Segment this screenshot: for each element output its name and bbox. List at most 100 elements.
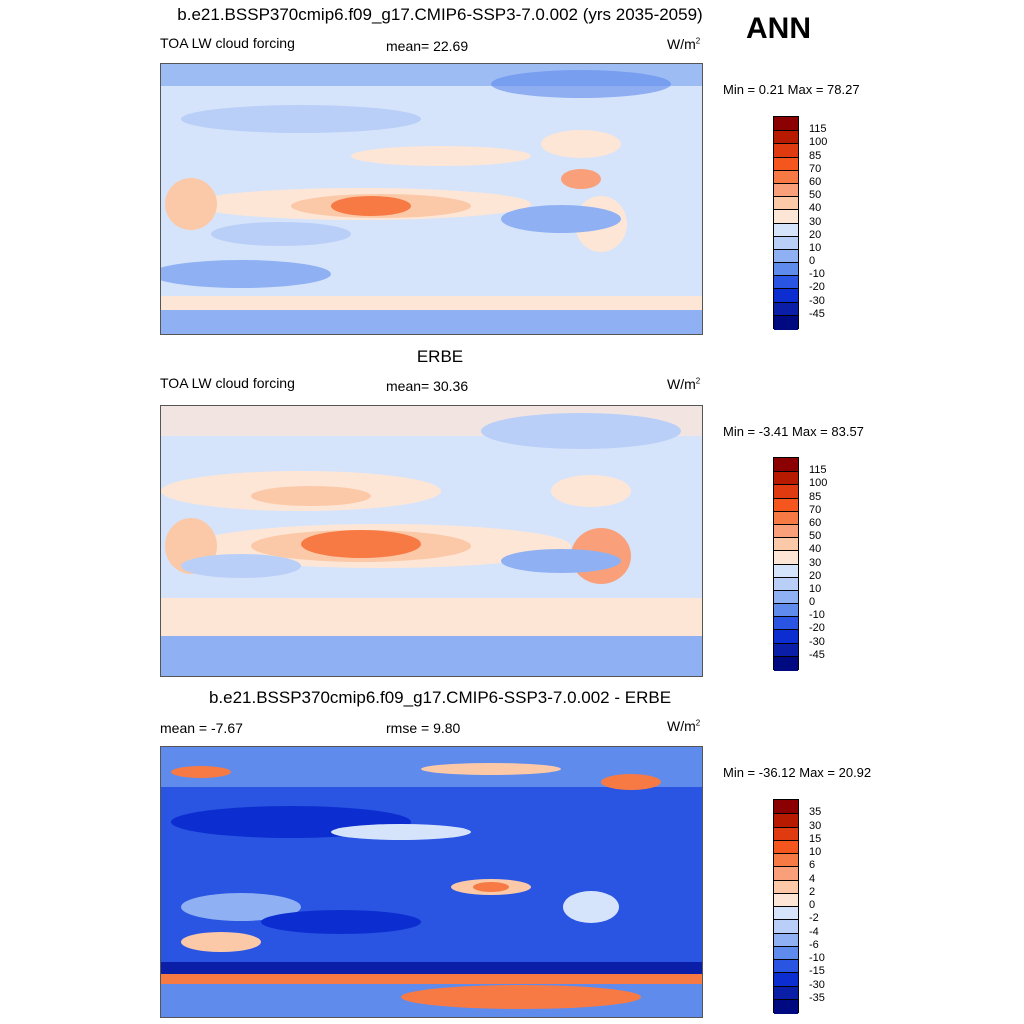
colorbar-model-tick-label: 20 (809, 228, 822, 241)
colorbar-diff-tick-label: -15 (809, 965, 825, 978)
colorbar-obs-swatch (774, 471, 798, 486)
colorbar-diff-swatch (774, 879, 798, 895)
panel-model-units: W/m2 (667, 36, 701, 52)
colorbar-model-swatch (774, 235, 798, 251)
colorbar-diff: 35 30 15 10 6 4 2 0 -2 -4 -6 -10 -15 -30 -35 (773, 799, 825, 1014)
colorbar-diff-swatch (774, 906, 798, 921)
colorbar-model-tick-label: -10 (809, 268, 825, 281)
colorbar-obs-tick-label: 10 (809, 582, 822, 595)
colorbar-obs-swatch (774, 642, 798, 658)
colorbar-diff-tick-label: 30 (809, 819, 822, 832)
colorbar-diff-tick-label: -4 (809, 925, 819, 938)
colorbar-obs-tick-label: 20 (809, 569, 822, 582)
panel-model-minmax: Min = 0.21 Max = 78.27 (723, 82, 860, 97)
colorbar-obs-swatch (774, 616, 798, 631)
colorbar-model-swatch (774, 182, 798, 198)
panel-model-map (160, 63, 703, 335)
colorbar-obs-tick-label: -30 (809, 635, 825, 648)
panel-obs-map (160, 405, 703, 677)
colorbar-model-tick-label: 115 (809, 123, 827, 136)
panel-model-variable-label: TOA LW cloud forcing (160, 35, 295, 51)
colorbar-diff-swatch (774, 998, 798, 1014)
colorbar-obs-tick-label: 60 (809, 516, 822, 529)
colorbar-obs-tick-label: 70 (809, 503, 822, 516)
colorbar-diff-swatch (774, 945, 798, 961)
colorbar-diff-tick-label: 6 (809, 859, 816, 872)
colorbar-diff-tick-label: 15 (809, 832, 822, 845)
colorbar-diff-swatch (774, 892, 798, 908)
colorbar-diff-swatch (774, 972, 798, 987)
colorbar-obs-swatch (774, 550, 798, 565)
colorbar-model-swatch (774, 130, 798, 145)
colorbar-diff-swatch (774, 839, 798, 855)
colorbar-obs-tick-label: 50 (809, 530, 822, 543)
colorbar-diff-swatch (774, 826, 798, 842)
season-label: ANN (746, 12, 811, 45)
panel-model-mean-label: mean= 22.69 (386, 38, 469, 54)
colorbar-model-swatch (774, 262, 798, 277)
panel-diff-map (160, 746, 703, 1018)
colorbar-model-swatch (774, 275, 798, 290)
colorbar-obs-swatch (774, 576, 798, 592)
colorbar-diff-swatch (774, 853, 798, 868)
colorbar-obs-tick-label: -45 (809, 648, 825, 661)
colorbar-model: 115 100 85 70 60 50 40 30 20 10 0 -10 -20 -30 -45 (773, 116, 827, 330)
colorbar-diff-tick-label: -35 (809, 991, 825, 1004)
colorbar-model-swatch (774, 143, 798, 159)
colorbar-obs-swatch (774, 563, 798, 579)
panel-diff-rmse-label: rmse = 9.80 (386, 720, 461, 736)
colorbar-diff-tick-label: 0 (809, 899, 816, 911)
colorbar-model-swatch (774, 288, 798, 304)
colorbar-model-swatch (774, 314, 798, 330)
colorbar-model-tick-label: -45 (809, 307, 825, 320)
colorbar-obs-tick-label: -20 (809, 622, 825, 635)
colorbar-diff-tick-label: 4 (809, 872, 816, 885)
colorbar-model-tick-label: 50 (809, 189, 822, 202)
colorbar-model-tick-label: 70 (809, 162, 822, 175)
colorbar-diff-swatch (774, 932, 798, 948)
colorbar-obs-swatch (774, 484, 798, 500)
colorbar-diff-tick-label: -6 (809, 938, 819, 951)
colorbar-model-tick-label: 60 (809, 175, 822, 188)
panel-obs-minmax: Min = -3.41 Max = 83.57 (723, 424, 864, 439)
colorbar-model-swatch (774, 196, 798, 211)
colorbar-obs-swatch (774, 589, 798, 605)
colorbar-model-tick-label: 0 (809, 255, 816, 268)
panel-obs-mean-label: mean= 30.36 (386, 378, 469, 394)
panel-obs-variable-label: TOA LW cloud forcing (160, 375, 295, 391)
colorbar-obs-swatch (774, 523, 798, 539)
colorbar-diff-swatch (774, 813, 798, 828)
colorbar-obs: 115 100 85 70 60 50 40 30 20 10 0 -10 -20 -30 -45 (773, 457, 827, 671)
panel-diff-units: W/m2 (667, 718, 701, 734)
colorbar-obs-tick-label: -10 (809, 609, 825, 622)
colorbar-obs-tick-label: 0 (809, 596, 816, 609)
colorbar-diff-swatch (774, 919, 798, 934)
colorbar-model-tick-label: -20 (809, 281, 825, 294)
colorbar-obs-swatch (774, 603, 798, 618)
colorbar-model-swatch (774, 156, 798, 172)
panel-obs-title: ERBE (416, 347, 464, 366)
colorbar-model-tick-label: -30 (809, 294, 825, 307)
colorbar-obs-tick-label: 85 (809, 490, 822, 503)
colorbar-diff-swatch (774, 800, 798, 814)
colorbar-diff-tick-label: -30 (809, 978, 825, 991)
colorbar-model-swatch (774, 209, 798, 224)
colorbar-model-tick-label: 10 (809, 241, 822, 254)
colorbar-obs-tick-label: 30 (809, 556, 822, 569)
colorbar-obs-swatch (774, 510, 798, 526)
colorbar-diff-swatch (774, 959, 798, 974)
panel-diff-mean-label: mean = -7.67 (160, 720, 243, 736)
panel-obs-units: W/m2 (667, 376, 701, 392)
colorbar-model-tick-label: 30 (809, 215, 822, 228)
colorbar-obs-tick-label: 40 (809, 543, 822, 556)
colorbar-obs-tick-label: 100 (809, 477, 828, 490)
panel-diff-title: b.e21.BSSP370cmip6.f09_g17.CMIP6-SSP3-7.… (208, 688, 672, 707)
figure-title: b.e21.BSSP370cmip6.f09_g17.CMIP6-SSP3-7.… (177, 5, 703, 24)
colorbar-diff-tick-label: -10 (809, 952, 825, 964)
colorbar-diff-tick-label: 35 (809, 806, 822, 819)
colorbar-obs-swatch (774, 497, 798, 513)
colorbar-obs-swatch (774, 458, 798, 472)
colorbar-diff-tick-label: 10 (809, 846, 822, 858)
panel-diff-minmax: Min = -36.12 Max = 20.92 (723, 765, 872, 780)
colorbar-diff-swatch (774, 866, 798, 881)
